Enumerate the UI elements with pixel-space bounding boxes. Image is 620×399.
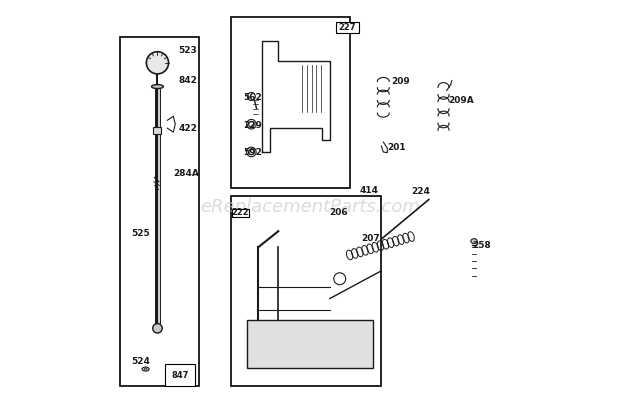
Bar (247, 320, 373, 368)
Text: 224: 224 (411, 187, 430, 196)
Text: 209A: 209A (448, 96, 474, 105)
Ellipse shape (142, 367, 149, 371)
Bar (154, 89, 160, 326)
Text: 258: 258 (472, 241, 491, 249)
Circle shape (334, 273, 346, 285)
Bar (231, 196, 381, 386)
Bar (231, 17, 350, 188)
Text: 201: 201 (388, 143, 406, 152)
Text: 562: 562 (244, 93, 262, 102)
Text: 209: 209 (391, 77, 410, 86)
Bar (166, 364, 195, 386)
Circle shape (247, 93, 255, 101)
Bar (336, 22, 359, 33)
Text: 207: 207 (361, 234, 380, 243)
Text: 592: 592 (244, 148, 262, 157)
Text: 227: 227 (339, 23, 356, 32)
Text: 524: 524 (131, 357, 150, 365)
Text: 222: 222 (231, 208, 249, 217)
Text: 842: 842 (179, 76, 197, 85)
Text: 422: 422 (179, 124, 197, 133)
Text: 525: 525 (131, 229, 149, 238)
Text: 284A: 284A (174, 169, 199, 178)
Text: 523: 523 (179, 46, 197, 55)
Text: 847: 847 (172, 371, 189, 379)
Bar (231, 209, 249, 217)
Text: 229: 229 (244, 120, 262, 130)
Bar (154, 127, 161, 134)
Text: 206: 206 (329, 207, 348, 217)
Ellipse shape (144, 368, 147, 370)
Bar (120, 37, 199, 386)
Circle shape (153, 324, 162, 333)
Ellipse shape (471, 239, 477, 243)
Text: 227: 227 (340, 25, 360, 35)
Circle shape (146, 52, 169, 74)
Ellipse shape (151, 85, 164, 89)
Text: eReplacementParts.com: eReplacementParts.com (200, 198, 420, 216)
Text: 414: 414 (360, 186, 379, 195)
